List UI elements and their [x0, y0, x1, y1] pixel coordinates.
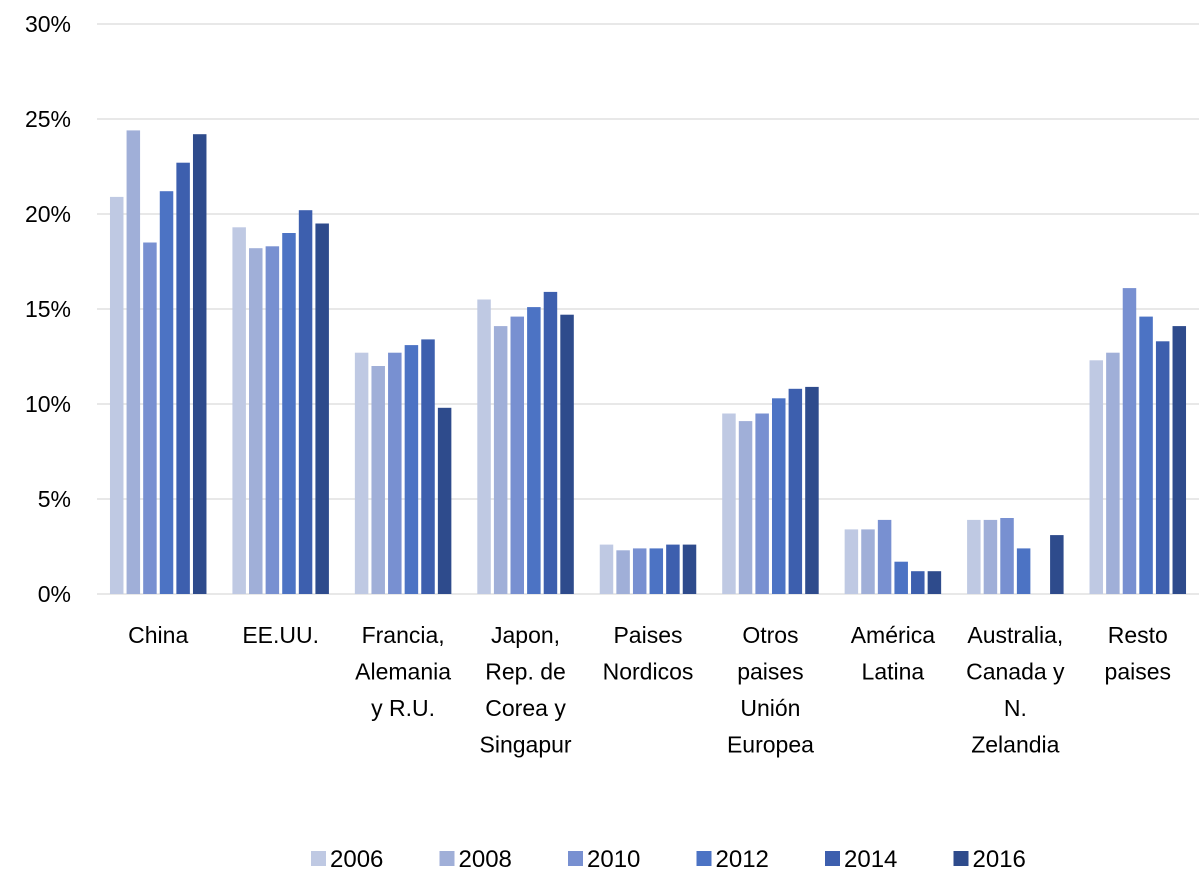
bar	[1139, 316, 1153, 594]
category-label: Japon, Rep. de Corea y Singapur	[480, 622, 572, 758]
bar	[388, 352, 402, 594]
legend-label: 2012	[716, 846, 769, 873]
bar	[126, 130, 141, 594]
category-label: Otros paises Unión Europea	[727, 622, 814, 758]
bar	[298, 210, 313, 594]
bar	[192, 134, 207, 594]
legend-label: 2010	[587, 846, 640, 873]
category-label: Francia, Alemania y R.U.	[355, 622, 451, 721]
bar	[1089, 360, 1104, 594]
bar	[109, 196, 124, 594]
y-tick-label: 5%	[38, 486, 71, 512]
legend-swatch	[696, 851, 712, 866]
bar	[666, 544, 680, 594]
bar	[543, 291, 558, 594]
bar	[632, 548, 647, 594]
bar	[232, 227, 246, 595]
legend: 2006 2008 2010 2012 2014 2016	[311, 846, 1026, 873]
bar	[437, 407, 452, 594]
bar	[371, 366, 385, 594]
bar	[805, 386, 819, 594]
bar	[1050, 535, 1064, 594]
bar	[1106, 352, 1120, 594]
bar	[421, 339, 435, 594]
legend-label: 2006	[330, 846, 383, 873]
legend-label: 2008	[459, 846, 512, 873]
bar	[1000, 518, 1014, 594]
bar	[983, 519, 998, 594]
bar	[616, 550, 630, 594]
bar	[560, 314, 574, 594]
y-tick-label: 0%	[38, 581, 71, 607]
category-label: Resto paises	[1105, 622, 1171, 685]
bar	[265, 246, 280, 595]
category-label: China	[128, 622, 188, 648]
bar	[282, 233, 296, 594]
bar	[771, 398, 786, 594]
bar	[599, 544, 614, 594]
x-axis-category-labels: China EE.UU. Francia, Alemania y R.U. Japon, R…	[128, 622, 1171, 758]
y-tick-label: 10%	[25, 391, 71, 417]
bars	[109, 130, 1187, 595]
legend-swatch	[311, 851, 326, 866]
y-tick-label: 15%	[25, 296, 71, 322]
bar	[738, 421, 753, 594]
bar	[755, 413, 769, 594]
bar	[788, 388, 803, 594]
legend-swatch	[825, 851, 840, 866]
bar	[722, 413, 736, 594]
bar	[493, 326, 508, 594]
bar	[967, 519, 981, 594]
category-label: América Latina	[851, 622, 936, 685]
bar	[1172, 326, 1187, 594]
bar	[1016, 548, 1031, 594]
gridlines	[97, 23, 1199, 595]
bar	[894, 561, 908, 594]
bar	[315, 223, 329, 594]
legend-label: 2016	[973, 846, 1026, 873]
y-tick-label: 20%	[25, 201, 71, 227]
bar	[861, 529, 875, 594]
bar	[510, 316, 525, 594]
bar	[404, 345, 419, 594]
y-tick-label: 25%	[25, 106, 71, 132]
category-label: EE.UU.	[242, 622, 319, 648]
bar	[527, 307, 541, 594]
bar	[1122, 288, 1137, 594]
bar	[176, 162, 190, 594]
legend-swatch	[953, 851, 969, 866]
y-axis-tick-labels: 0% 5% 10% 15% 20% 25% 30%	[25, 11, 71, 607]
legend-swatch	[568, 851, 583, 866]
bar	[927, 571, 942, 594]
bar	[477, 299, 491, 594]
legend-label: 2014	[844, 846, 897, 873]
y-tick-label: 30%	[25, 11, 71, 37]
category-label: Paises Nordicos	[603, 622, 694, 685]
category-label: Australia, Canada y N. Zelandia	[966, 622, 1065, 758]
bar	[143, 242, 157, 594]
bar	[249, 248, 263, 594]
bar	[911, 571, 925, 594]
bar	[844, 529, 859, 594]
bar	[649, 548, 664, 594]
bar	[354, 352, 369, 594]
legend-swatch	[439, 851, 455, 866]
bar	[1155, 341, 1170, 594]
bar	[682, 544, 697, 594]
bar	[159, 191, 174, 594]
bar	[877, 519, 892, 594]
